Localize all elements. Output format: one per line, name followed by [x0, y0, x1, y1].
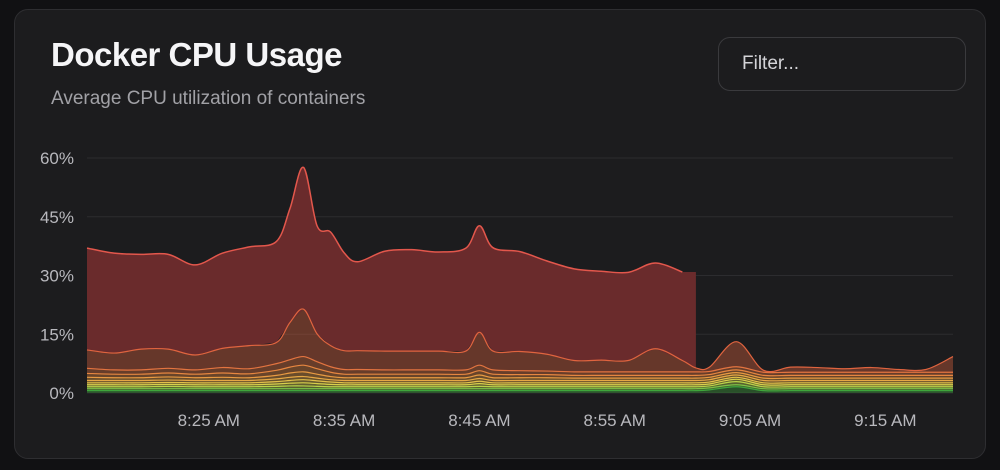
- x-tick-label: 8:25 AM: [178, 411, 240, 430]
- series-line: [87, 381, 953, 388]
- series-area: [87, 371, 953, 381]
- x-tick-label: 9:15 AM: [854, 411, 916, 430]
- series-area: [87, 365, 953, 379]
- series-line: [86, 166, 683, 274]
- x-tick-label: 8:55 AM: [584, 411, 646, 430]
- chart-series-areas: [87, 167, 953, 393]
- series-line: [86, 308, 954, 373]
- y-tick-label: 15%: [40, 325, 74, 344]
- series-line: [86, 384, 953, 390]
- chart-series-lines: [86, 166, 954, 392]
- chart-title: Docker CPU Usage: [51, 36, 342, 73]
- series-line: [87, 378, 953, 386]
- y-tick-label: 30%: [40, 267, 74, 286]
- y-tick-label: 45%: [40, 208, 74, 227]
- chart-subtitle: Average CPU utilization of containers: [51, 88, 366, 109]
- series-line: [86, 371, 953, 380]
- series-area: [87, 381, 953, 389]
- filter-input[interactable]: [718, 37, 966, 91]
- series-line: [86, 364, 953, 377]
- series-area: [87, 167, 696, 368]
- series-line: [86, 386, 953, 392]
- series-line: [86, 374, 953, 382]
- series-area: [87, 356, 953, 376]
- series-line: [86, 355, 953, 374]
- series-area: [87, 386, 953, 393]
- y-tick-label: 60%: [40, 149, 74, 168]
- y-tick-label: 0%: [49, 384, 74, 403]
- x-tick-label: 9:05 AM: [719, 411, 781, 430]
- x-tick-label: 8:35 AM: [313, 411, 375, 430]
- series-line: [86, 376, 953, 384]
- x-tick-label: 8:45 AM: [448, 411, 510, 430]
- x-axis-ticks: 8:25 AM 8:35 AM 8:45 AM 8:55 AM 9:05 AM 9:15 …: [178, 411, 917, 430]
- y-axis-ticks: 0% 15% 30% 45% 60%: [40, 149, 74, 403]
